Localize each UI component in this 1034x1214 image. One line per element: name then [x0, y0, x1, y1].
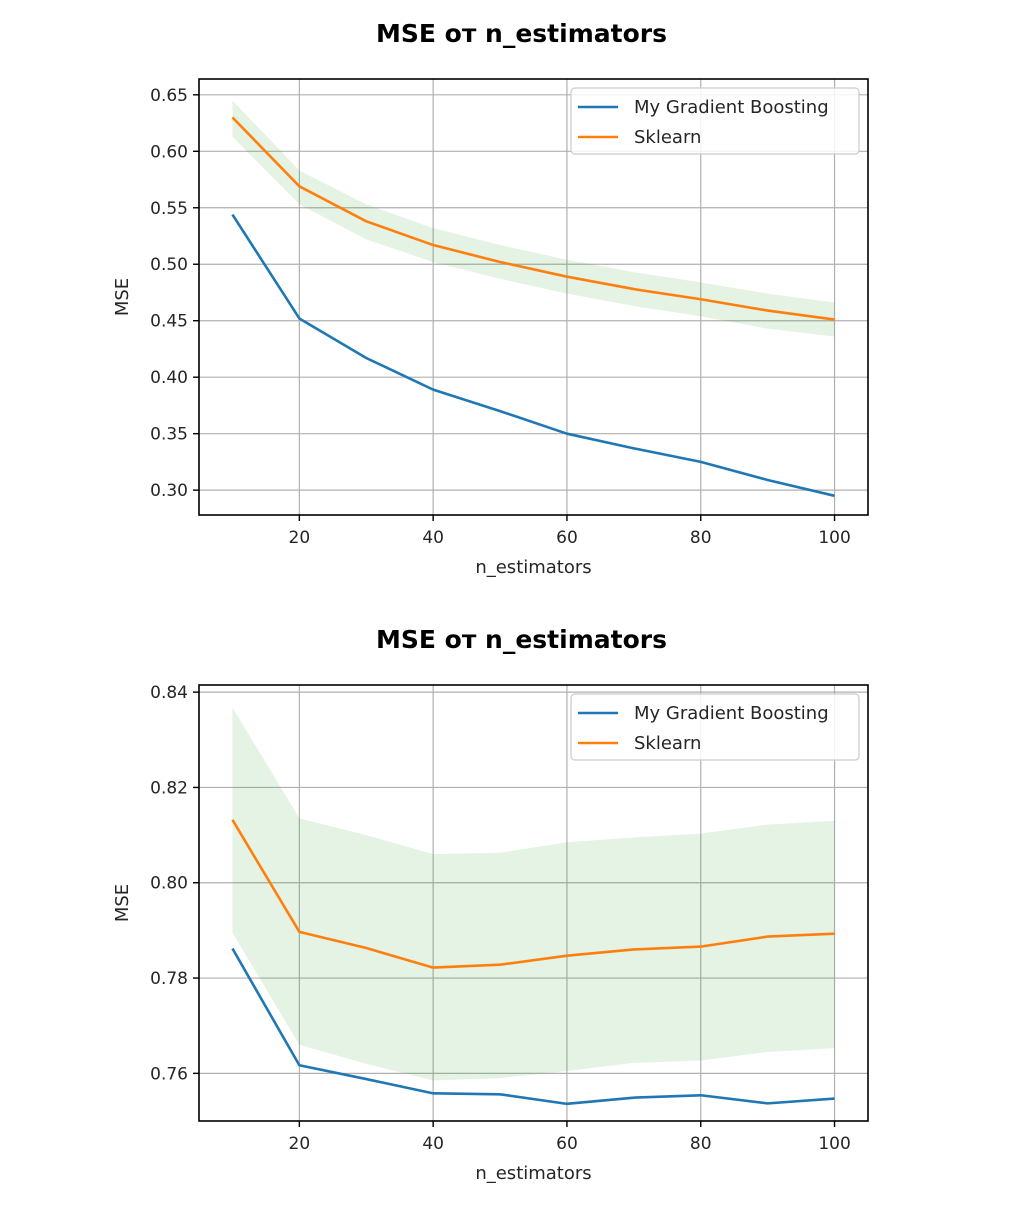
y-tick-label: 0.65 [150, 86, 188, 106]
x-tick-label: 40 [422, 1134, 444, 1154]
x-tick-label: 40 [422, 528, 444, 548]
chart-title: MSE от n_estimators [376, 625, 667, 654]
y-tick-label: 0.82 [150, 778, 188, 798]
y-tick-label: 0.76 [150, 1064, 188, 1084]
x-tick-label: 80 [690, 1134, 712, 1154]
legend: My Gradient Boosting Sklearn [570, 693, 860, 761]
x-tick-label: 60 [556, 528, 578, 548]
series-line-sklearn [231, 819, 835, 969]
x-tick-label: 80 [690, 528, 712, 548]
y-tick-label: 0.45 [150, 312, 188, 332]
axes-frame [198, 684, 869, 1122]
y-tick-label: 0.78 [150, 969, 188, 989]
chart-title: MSE от n_estimators [376, 19, 667, 48]
chart-2: MSE от n_estimators 20 40 60 80 100 0.76 0.78 0.… [112, 625, 869, 1184]
x-tick-label: 60 [556, 1134, 578, 1154]
y-tick-label: 0.35 [150, 425, 188, 445]
legend-label-my-gradient-boosting: My Gradient Boosting [634, 703, 829, 724]
x-axis-label: n_estimators [475, 557, 591, 578]
x-tick-label: 100 [818, 528, 850, 548]
y-tick-label: 0.60 [150, 142, 188, 162]
legend-box [570, 693, 860, 761]
legend: My Gradient Boosting Sklearn [570, 87, 860, 155]
x-tick-label: 20 [289, 1134, 311, 1154]
series-line-my-gradient-boosting [231, 213, 835, 498]
y-tick-label: 0.55 [150, 199, 188, 219]
y-tick-label: 0.40 [150, 368, 188, 388]
legend-label-sklearn: Sklearn [634, 127, 701, 148]
series-line-sklearn [231, 116, 835, 321]
chart-1: MSE от n_estimators 20 40 60 80 100 0.30 0.35 0.… [112, 19, 869, 578]
y-tick-label: 0.80 [150, 874, 188, 894]
legend-label-my-gradient-boosting: My Gradient Boosting [634, 97, 829, 118]
series-line-my-gradient-boosting [231, 947, 835, 1106]
x-axis-label: n_estimators [475, 1163, 591, 1184]
legend-box [570, 87, 860, 155]
x-tick-label: 100 [818, 1134, 850, 1154]
y-axis-label: MSE [112, 278, 133, 316]
confidence-band [232, 100, 835, 337]
x-tick-label: 20 [289, 528, 311, 548]
y-tick-label: 0.50 [150, 255, 188, 275]
y-axis-label: MSE [112, 884, 133, 922]
axes-frame [198, 78, 869, 516]
y-tick-label: 0.30 [150, 481, 188, 501]
confidence-band [232, 707, 835, 1081]
legend-label-sklearn: Sklearn [634, 733, 701, 754]
y-tick-label: 0.84 [150, 683, 188, 703]
